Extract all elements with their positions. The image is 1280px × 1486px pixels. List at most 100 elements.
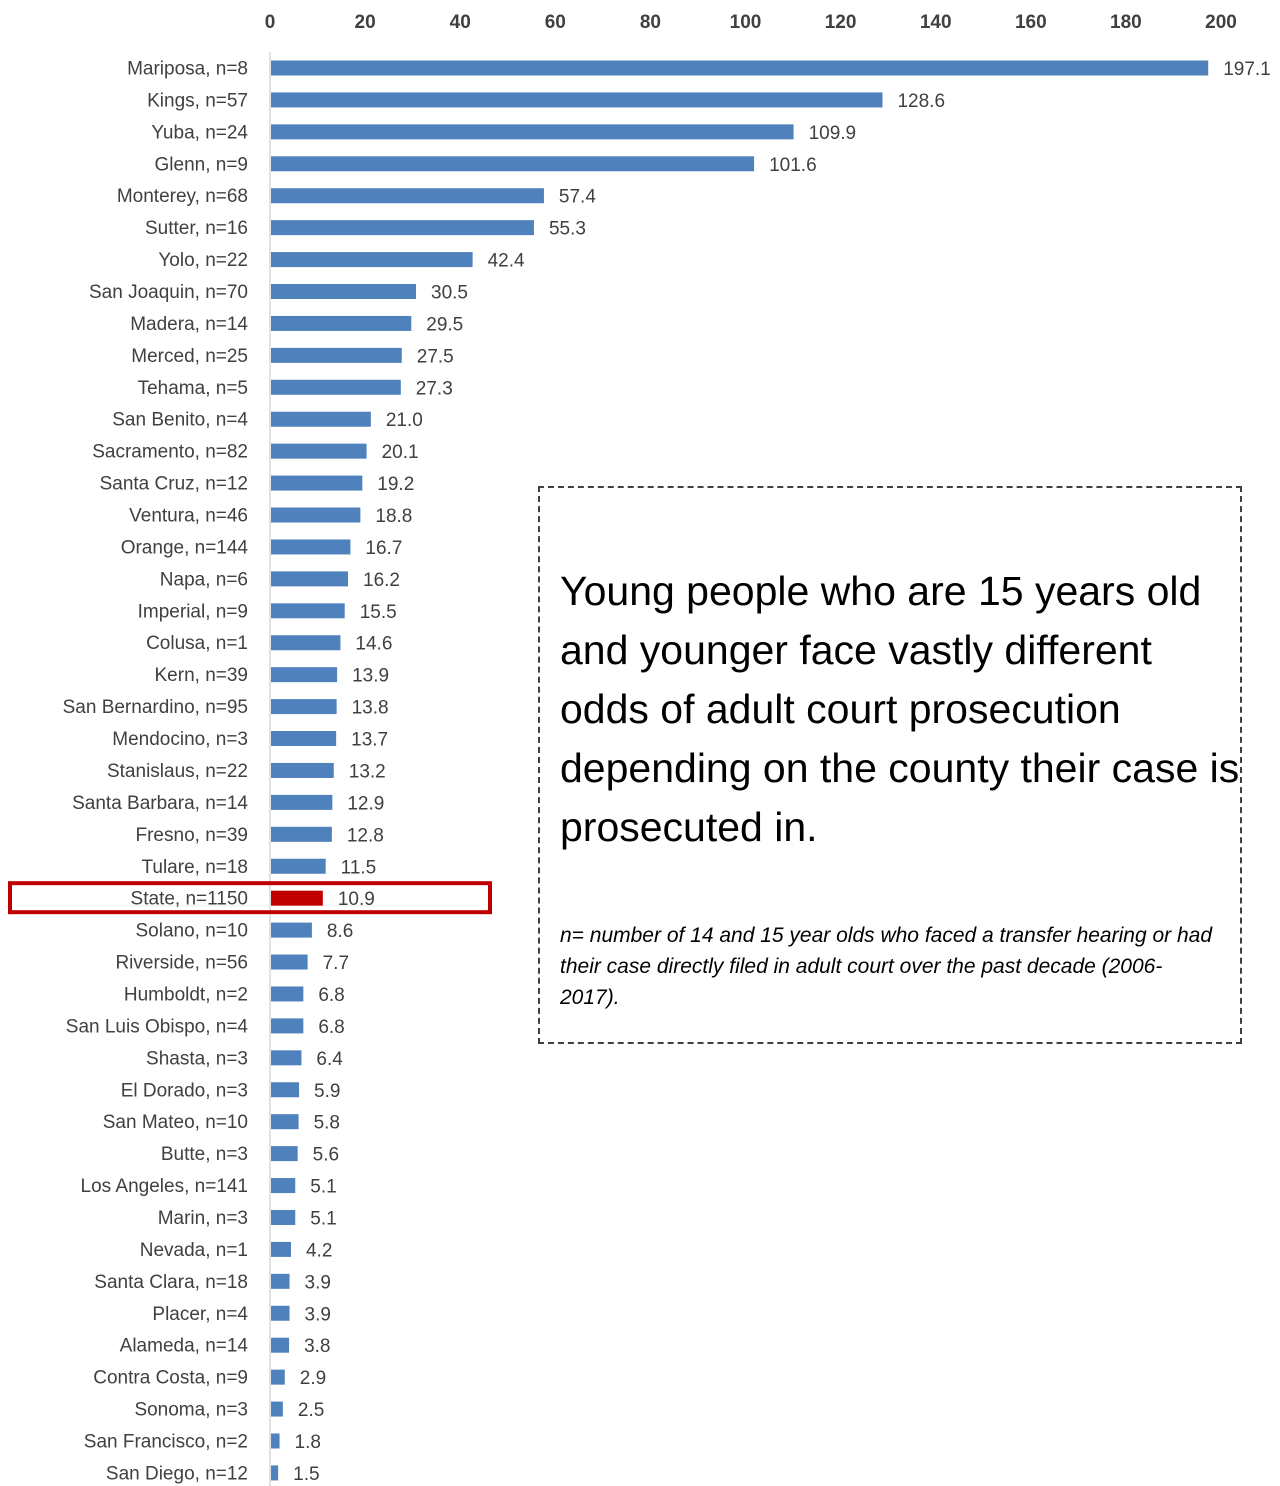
bar	[271, 731, 337, 747]
bar	[271, 699, 337, 715]
state-highlight-box	[8, 881, 492, 915]
category-label: San Joaquin, n=70	[89, 282, 248, 303]
value-label: 13.7	[351, 730, 388, 751]
value-label: 2.9	[300, 1368, 326, 1389]
x-tick-label: 40	[450, 12, 471, 33]
bar	[271, 1337, 290, 1353]
category-label: San Diego, n=12	[106, 1463, 248, 1484]
bar	[271, 858, 326, 874]
category-label: Yolo, n=22	[158, 250, 248, 271]
bar	[271, 826, 332, 842]
bar	[271, 507, 361, 523]
value-label: 6.4	[316, 1049, 343, 1070]
category-label: Sacramento, n=82	[92, 442, 248, 463]
category-label: Shasta, n=3	[146, 1048, 248, 1069]
bar	[271, 1178, 296, 1194]
bar	[271, 539, 351, 555]
bar	[271, 475, 363, 491]
category-label: Placer, n=4	[152, 1304, 248, 1325]
category-label: Marin, n=3	[158, 1208, 248, 1229]
value-label: 5.6	[313, 1145, 339, 1166]
bar	[271, 986, 304, 1002]
bars	[271, 60, 1209, 1481]
bar	[271, 443, 367, 459]
category-label: Santa Cruz, n=12	[100, 474, 248, 495]
value-label: 5.8	[314, 1113, 340, 1134]
category-label: Napa, n=6	[160, 569, 248, 590]
value-label: 10.9	[338, 889, 375, 910]
value-label: 101.6	[769, 155, 817, 176]
value-label: 3.8	[304, 1336, 330, 1357]
value-label: 29.5	[426, 314, 463, 335]
value-label: 13.2	[349, 761, 386, 782]
value-label: 8.6	[327, 921, 353, 942]
category-label: Stanislaus, n=22	[107, 761, 248, 782]
bar	[271, 124, 794, 140]
bar	[271, 1241, 291, 1257]
value-label: 6.8	[318, 985, 344, 1006]
category-label: Merced, n=25	[131, 346, 248, 367]
value-label: 12.9	[347, 793, 384, 814]
x-tick-label: 200	[1205, 12, 1237, 33]
value-label: 3.9	[305, 1304, 331, 1325]
bar	[271, 220, 534, 236]
bar	[271, 922, 312, 938]
category-label: Madera, n=14	[130, 314, 248, 335]
bar	[271, 252, 473, 268]
bar-highlight	[271, 890, 323, 906]
bar	[271, 1401, 283, 1417]
value-label: 2.5	[298, 1400, 324, 1421]
x-tick-label: 180	[1110, 12, 1142, 33]
value-label: 7.7	[323, 953, 349, 974]
bar	[271, 571, 349, 587]
bar	[271, 1273, 290, 1289]
value-label: 1.8	[295, 1432, 321, 1453]
category-label: Tulare, n=18	[141, 857, 248, 878]
value-label: 21.0	[386, 410, 423, 431]
category-label: Yuba, n=24	[151, 122, 248, 143]
value-label: 19.2	[377, 474, 414, 495]
bar	[271, 1209, 296, 1225]
bar	[271, 92, 883, 108]
value-label: 57.4	[559, 187, 596, 208]
bar	[271, 667, 338, 683]
value-label: 16.2	[363, 570, 400, 591]
x-axis-ticks: 0 20 40 60 80 100 120 140 160 180 200	[265, 12, 1237, 33]
bar	[271, 1305, 290, 1321]
value-label: 13.8	[352, 698, 389, 719]
value-label: 3.9	[305, 1272, 331, 1293]
category-label: Alameda, n=14	[120, 1336, 249, 1357]
value-label: 30.5	[431, 283, 468, 304]
x-tick-label: 120	[825, 12, 857, 33]
value-label: 55.3	[549, 219, 586, 240]
bar	[271, 347, 402, 363]
x-tick-label: 100	[730, 12, 762, 33]
category-label: Monterey, n=68	[117, 186, 248, 207]
x-tick-label: 60	[545, 12, 566, 33]
category-label: Contra Costa, n=9	[93, 1368, 248, 1389]
category-label: Orange, n=144	[121, 537, 249, 558]
value-label: 14.6	[355, 634, 392, 655]
x-tick-label: 140	[920, 12, 952, 33]
category-label: Santa Barbara, n=14	[72, 793, 248, 814]
category-label: Mendocino, n=3	[112, 729, 248, 750]
value-label: 5.1	[310, 1177, 336, 1198]
bar	[271, 1050, 302, 1066]
value-label: 4.2	[306, 1240, 332, 1261]
category-label: Nevada, n=1	[140, 1240, 248, 1261]
category-label: Imperial, n=9	[138, 601, 248, 622]
bar	[271, 315, 412, 331]
bar	[271, 762, 334, 778]
value-label: 18.8	[375, 506, 412, 527]
value-label: 16.7	[365, 538, 402, 559]
category-label: Ventura, n=46	[129, 506, 248, 527]
category-label: Colusa, n=1	[146, 633, 248, 654]
category-label: Solano, n=10	[135, 921, 248, 942]
value-label: 11.5	[341, 857, 377, 878]
category-label: San Benito, n=4	[112, 410, 248, 431]
value-label: 15.5	[360, 602, 397, 623]
category-label: Riverside, n=56	[115, 953, 248, 974]
category-label: Santa Clara, n=18	[94, 1272, 248, 1293]
